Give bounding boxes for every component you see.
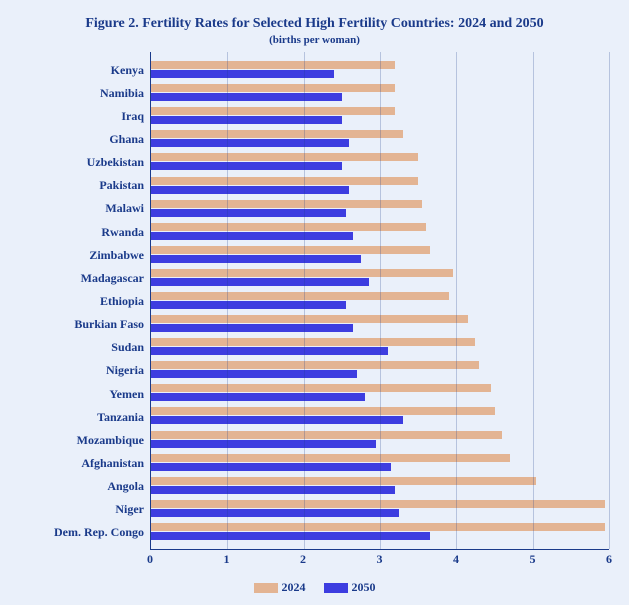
legend-item-2024: 2024	[254, 580, 306, 595]
gridline	[380, 52, 381, 549]
y-axis-label: Kenya	[20, 64, 144, 76]
bar-y2024	[151, 61, 395, 69]
bar-y2024	[151, 431, 502, 439]
y-axis-label: Zimbabwe	[20, 249, 144, 261]
x-tick: 0	[147, 552, 153, 567]
chart-subtitle: (births per woman)	[20, 34, 609, 46]
legend-label-2050: 2050	[352, 580, 376, 594]
y-axis-label: Rwanda	[20, 226, 144, 238]
bar-y2024	[151, 84, 395, 92]
bar-y2050	[151, 186, 349, 194]
y-axis-labels: Kenya Namibia Iraq Ghana Uzbekistan Pakistan M…	[20, 52, 150, 550]
y-axis-label: Iraq	[20, 110, 144, 122]
bar-y2050	[151, 486, 395, 494]
bar-y2050	[151, 370, 357, 378]
x-tick: 1	[223, 552, 229, 567]
y-axis-label: Mozambique	[20, 434, 144, 446]
y-axis-label: Afghanistan	[20, 457, 144, 469]
chart-title: Figure 2. Fertility Rates for Selected H…	[20, 16, 609, 32]
y-axis-label: Uzbekistan	[20, 156, 144, 168]
legend-swatch-2024	[254, 583, 278, 593]
x-tick: 6	[606, 552, 612, 567]
bar-y2024	[151, 153, 418, 161]
y-axis-label: Ghana	[20, 133, 144, 145]
bar-y2050	[151, 209, 346, 217]
bar-y2024	[151, 269, 453, 277]
bar-y2050	[151, 278, 369, 286]
bar-y2024	[151, 200, 422, 208]
bar-y2024	[151, 361, 479, 369]
bar-y2024	[151, 292, 449, 300]
bar-y2050	[151, 463, 391, 471]
gridline	[609, 52, 610, 549]
bar-y2050	[151, 70, 334, 78]
y-axis-label: Malawi	[20, 202, 144, 214]
y-axis-label: Yemen	[20, 388, 144, 400]
gridline	[304, 52, 305, 549]
fertility-chart: Figure 2. Fertility Rates for Selected H…	[0, 0, 629, 605]
y-axis-label: Burkian Faso	[20, 318, 144, 330]
bar-y2024	[151, 315, 468, 323]
y-axis-label: Dem. Rep. Congo	[20, 526, 144, 538]
bar-y2050	[151, 347, 388, 355]
bar-y2024	[151, 407, 495, 415]
x-tick: 3	[377, 552, 383, 567]
x-axis: 0 1 2 3 4 5 6	[150, 550, 609, 570]
y-axis-label: Niger	[20, 503, 144, 515]
y-axis-label: Pakistan	[20, 179, 144, 191]
bar-y2050	[151, 139, 349, 147]
bar-y2024	[151, 130, 403, 138]
y-axis-label: Namibia	[20, 87, 144, 99]
legend-label-2024: 2024	[282, 580, 306, 594]
bar-y2050	[151, 532, 430, 540]
bar-y2050	[151, 324, 353, 332]
y-axis-label: Angola	[20, 480, 144, 492]
bar-y2050	[151, 301, 346, 309]
y-axis-label: Sudan	[20, 341, 144, 353]
y-axis-label: Tanzania	[20, 411, 144, 423]
bar-y2050	[151, 232, 353, 240]
bar-y2050	[151, 116, 342, 124]
bar-y2050	[151, 162, 342, 170]
bar-y2050	[151, 440, 376, 448]
legend-swatch-2050	[324, 583, 348, 593]
bar-y2024	[151, 223, 426, 231]
legend: 2024 2050	[20, 570, 609, 595]
x-tick: 5	[530, 552, 536, 567]
bar-y2050	[151, 509, 399, 517]
bar-y2050	[151, 255, 361, 263]
bar-y2024	[151, 107, 395, 115]
bar-y2024	[151, 523, 605, 531]
y-axis-label: Madagascar	[20, 272, 144, 284]
bar-y2024	[151, 384, 491, 392]
bar-y2024	[151, 246, 430, 254]
gridline	[456, 52, 457, 549]
plot-area: Kenya Namibia Iraq Ghana Uzbekistan Pakistan M…	[20, 52, 609, 550]
y-axis-label: Ethiopia	[20, 295, 144, 307]
bar-y2024	[151, 338, 475, 346]
x-tick: 4	[453, 552, 459, 567]
bar-y2024	[151, 177, 418, 185]
plot	[150, 52, 609, 550]
bar-y2024	[151, 477, 536, 485]
gridline	[227, 52, 228, 549]
legend-item-2050: 2050	[324, 580, 376, 595]
bar-y2050	[151, 93, 342, 101]
bar-y2050	[151, 393, 365, 401]
bar-y2024	[151, 500, 605, 508]
gridline	[533, 52, 534, 549]
x-tick: 2	[300, 552, 306, 567]
y-axis-label: Nigeria	[20, 364, 144, 376]
bar-y2050	[151, 416, 403, 424]
